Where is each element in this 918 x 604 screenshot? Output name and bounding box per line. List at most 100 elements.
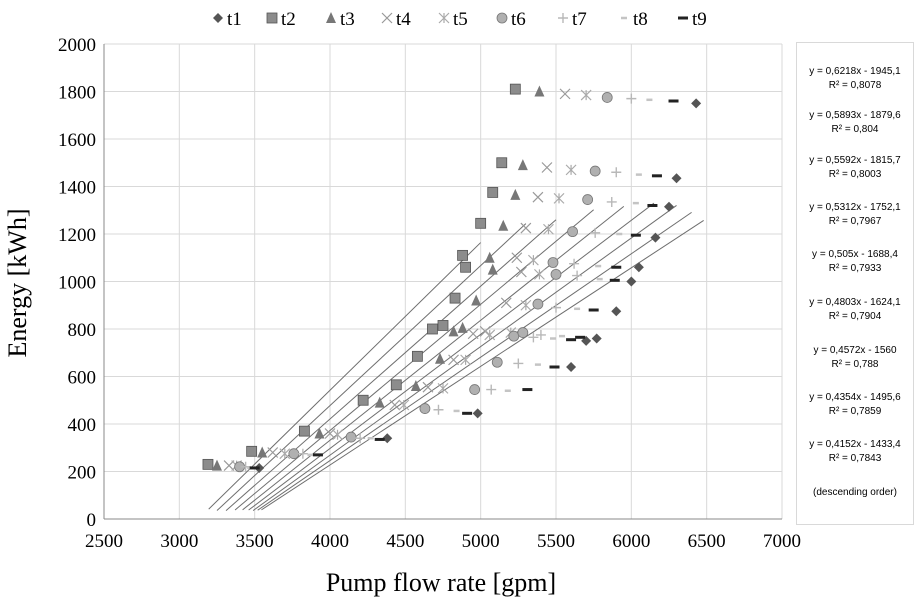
- data-point-t3: [498, 219, 509, 231]
- data-point-t7: [528, 332, 539, 343]
- data-point-t6: [582, 194, 594, 205]
- trendline-equation: y = 0,6218x - 1945,1 R² = 0,8078: [797, 65, 913, 93]
- trendline: [257, 211, 692, 511]
- series-t5: [231, 89, 592, 471]
- legend-label-t5: t5: [453, 9, 468, 30]
- legend-marker-t6: [496, 12, 508, 24]
- data-point-t5: [279, 448, 291, 460]
- x-tick-label: 2500: [85, 531, 123, 552]
- x-tick-label: 3000: [160, 531, 198, 552]
- y-axis-label: Energy [kWh]: [3, 209, 32, 358]
- trendline: [216, 223, 527, 511]
- legend: t1 t2 t3 t4 t5 t6 t7 t8 t9: [213, 9, 707, 30]
- r-squared-text: R² = 0,788: [831, 359, 879, 370]
- data-point-t2: [298, 425, 310, 437]
- data-point-t7: [606, 196, 617, 207]
- legend-item-t5: t5: [438, 9, 468, 30]
- trendline-equation: y = 0,4152x - 1433,4 R² = 0,7843: [797, 438, 913, 466]
- data-point-t1: [664, 201, 674, 212]
- data-point-t1: [626, 276, 637, 287]
- equation-text: y = 0,5312x - 1752,1: [809, 202, 901, 213]
- trendline-equation: y = 0,4803x - 1624,1 R² = 0,7904: [797, 296, 913, 324]
- data-point-t4: [479, 325, 491, 337]
- trendline: [242, 205, 625, 511]
- data-point-t3: [457, 321, 468, 333]
- data-point-t3: [487, 263, 498, 275]
- data-point-t5: [534, 268, 545, 280]
- y-tick-label: 1000: [58, 273, 96, 294]
- y-tick-label: 200: [68, 463, 97, 484]
- data-point-t2: [427, 323, 438, 335]
- data-point-t1: [691, 98, 702, 109]
- series-t6: [234, 92, 613, 473]
- data-point-t4: [559, 88, 571, 100]
- data-point-t7: [355, 433, 366, 444]
- data-point-t7: [611, 167, 622, 178]
- data-point-t4: [267, 447, 279, 458]
- x-axis-label: Pump flow rate [gpm]: [326, 568, 556, 597]
- data-point-t4: [467, 328, 479, 340]
- r-squared-text: R² = 0,7967: [828, 216, 882, 227]
- series-t7: [240, 93, 637, 472]
- legend-marker-t4: [381, 12, 393, 24]
- equation-text: y = 0,4152x - 1433,4: [809, 439, 901, 450]
- data-point-t5: [527, 254, 539, 266]
- x-tick-label: 4500: [386, 531, 424, 552]
- legend-marker-t3: [326, 12, 336, 23]
- data-point-t4: [515, 266, 527, 278]
- y-tick-label: 0: [87, 510, 97, 531]
- trendline-equation: y = 0,5312x - 1752,1 R² = 0,7967: [797, 201, 913, 229]
- data-point-t5: [565, 164, 577, 176]
- x-tick-label: 4000: [311, 531, 349, 552]
- data-point-t2: [202, 458, 214, 470]
- data-point-t1: [591, 333, 602, 344]
- data-point-t3: [434, 352, 445, 364]
- data-point-t6: [532, 298, 544, 310]
- r-squared-text: R² = 0,7933: [828, 263, 882, 274]
- legend-item-t9: t9: [678, 9, 707, 30]
- data-point-t6: [517, 327, 529, 338]
- legend-label-t2: t2: [281, 9, 296, 30]
- x-tick-label: 6500: [688, 531, 726, 552]
- data-point-t7: [486, 384, 497, 395]
- y-tick-label: 400: [68, 415, 97, 436]
- x-tick-label: 7000: [763, 531, 801, 552]
- data-point-t6: [345, 431, 357, 443]
- data-point-t2: [449, 292, 461, 304]
- data-point-t3: [471, 294, 482, 306]
- legend-label-t7: t7: [572, 9, 587, 30]
- data-point-t5: [398, 399, 410, 411]
- data-point-t6: [288, 448, 300, 460]
- data-point-t7: [590, 227, 601, 238]
- legend-label-t1: t1: [227, 9, 242, 30]
- equation-text: y = 0,4354x - 1495,6: [809, 392, 901, 403]
- data-point-t2: [487, 187, 499, 198]
- data-point-t3: [212, 459, 222, 471]
- data-point-t2: [246, 445, 258, 457]
- series-t8: [247, 98, 653, 470]
- r-squared-text: R² = 0,8003: [828, 169, 882, 180]
- y-tick-label: 2000: [58, 35, 96, 56]
- data-point-t2: [457, 249, 468, 261]
- data-point-t3: [510, 188, 521, 200]
- legend-item-t2: t2: [266, 9, 296, 30]
- data-point-t3: [448, 325, 459, 337]
- series-t3: [212, 85, 545, 471]
- data-point-t4: [448, 354, 459, 366]
- x-tick-label: 6000: [612, 531, 650, 552]
- legend-item-t6: t6: [496, 9, 526, 30]
- data-point-t6: [419, 403, 431, 414]
- data-point-t7: [626, 93, 637, 104]
- equation-text: y = 0,5592x - 1815,7: [809, 155, 901, 166]
- axis-labels: Pump flow rate [gpm] Energy [kWh]: [3, 209, 556, 597]
- data-point-t6: [491, 356, 503, 368]
- r-squared-text: R² = 0,7843: [828, 453, 882, 464]
- data-point-t3: [517, 159, 528, 171]
- legend-label-t3: t3: [340, 9, 355, 30]
- equation-text: y = 0,5893x - 1879,6: [809, 110, 901, 121]
- data-point-t2: [496, 157, 508, 169]
- data-point-t6: [547, 257, 559, 268]
- legend-label-t4: t4: [396, 9, 411, 30]
- r-squared-text: R² = 0,804: [831, 124, 879, 135]
